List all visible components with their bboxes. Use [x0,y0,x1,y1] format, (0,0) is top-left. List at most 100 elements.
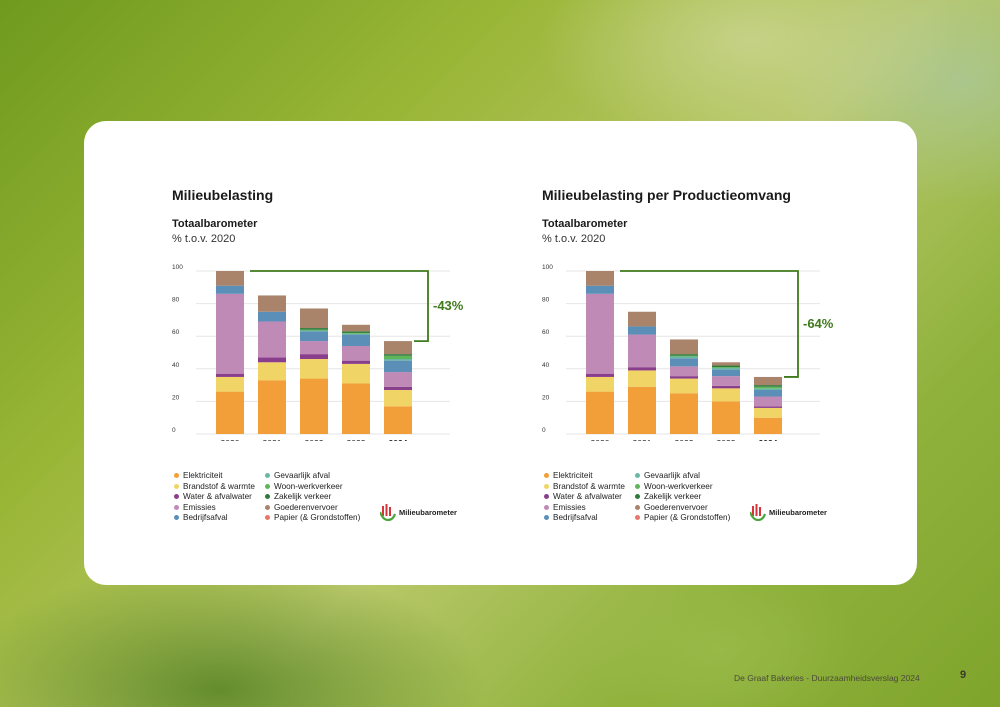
x-tick-label: 2022 [675,438,694,441]
bar-segment [754,388,782,390]
bar-segment [342,331,370,333]
bar-segment [384,360,412,373]
legend-item: Woon-werkverkeer [635,482,713,491]
legend-dot [635,515,640,520]
bar-segment [754,376,782,386]
bar-segment [300,330,328,332]
bar-segment [342,324,370,332]
legend-item: Gevaarlijk afval [635,471,700,480]
bar-segment [712,388,740,402]
bar-segment [670,339,698,355]
bar-segment [300,328,328,330]
legend-item: Bedrijfsafval [174,513,228,522]
x-tick-label: 2020 [591,438,610,441]
legend-dot [174,494,179,499]
legend-item: Water & afvalwater [174,492,252,501]
milieubarometer-logo-icon [380,504,396,521]
legend-item: Elektriciteit [174,471,223,480]
y-tick-label: 60 [172,329,180,336]
chart-subtitle: Totaalbarometer [542,218,628,230]
bar-segment [342,333,370,335]
bar-segment [712,376,740,386]
y-tick-label: 100 [172,264,183,271]
bar-segment [384,386,412,390]
bar-segment [216,373,244,377]
bar-segment [300,308,328,329]
bar-segment [342,332,370,334]
legend-dot [544,473,549,478]
bar-segment [628,326,656,335]
bar-segment [342,360,370,364]
y-tick-label: 0 [172,427,176,434]
bar-segment [628,311,656,327]
legend-item: Emissies [174,503,216,512]
milieubarometer-logo-icon [750,504,766,521]
chart-panel-per-production: Milieubelasting per Productieomvang Tota… [542,121,902,585]
bar-segment [670,354,698,356]
bar-segment [216,271,244,286]
report-card: Milieubelasting Totaalbarometer % t.o.v.… [84,121,917,585]
legend-item: Gevaarlijk afval [265,471,330,480]
legend-dot [265,494,270,499]
chart-title: Milieubelasting [172,187,274,203]
bar-segment [754,396,782,407]
bar-segment [586,293,614,374]
legend-item: Elektriciteit [544,471,593,480]
y-tick-label: 40 [172,362,180,369]
y-tick-label: 20 [172,394,180,401]
chart-panel-total: Milieubelasting Totaalbarometer % t.o.v.… [172,121,532,585]
legend-item: Goederenvervoer [635,503,708,512]
legend-item: Brandstof & warmte [544,482,625,491]
bar-segment [300,341,328,355]
bar-segment [754,389,782,397]
y-tick-label: 60 [542,329,550,336]
bar-segment [216,391,244,434]
y-tick-label: 100 [542,264,553,271]
legend-dot [174,504,179,510]
bar-segment [342,345,370,361]
bar-segment [384,341,412,355]
legend-dot [544,504,549,510]
stacked-bar-chart: 0 20 40 60 80 100 2020 2021 2022 2023 2024 -64% [542,264,834,441]
page-number: 9 [960,669,967,681]
legend-dot [174,483,179,489]
legend-item: Brandstof & warmte [174,482,255,491]
bar-segment [670,378,698,394]
bar-segment [342,363,370,384]
bar-segment [342,334,370,346]
legend-dot [544,494,549,499]
bar-segment [670,376,698,379]
bar-segment [670,393,698,434]
bar-segment [712,367,740,368]
bar-segment [712,367,740,370]
bar-segment [384,355,412,360]
bar-segment [384,354,412,356]
brand-label: Milieubarometer [769,507,827,517]
bar-segment [216,285,244,294]
bar-segment [628,367,656,371]
y-tick-label: 80 [172,297,180,304]
bar-segment [712,385,740,389]
bar-segment [258,321,286,358]
x-tick-label: 2021 [263,438,282,441]
legend-item: Bedrijfsafval [544,513,598,522]
milieubarometer-brand: Milieubarometer [750,503,827,521]
x-tick-label: 2023 [717,438,736,441]
legend-item: Water & afvalwater [544,492,622,501]
reduction-bracket [620,270,799,378]
bar-segment [754,386,782,389]
legend-dot [265,473,270,478]
bar-segment [670,356,698,359]
bar-segment [754,417,782,434]
legend-item: Papier (& Grondstoffen) [265,513,360,522]
bar-segment [586,376,614,392]
chart-title: Milieubelasting per Productieomvang [542,187,791,203]
bar-segment [384,389,412,407]
legend-dot [635,504,640,510]
bar-segment [342,383,370,434]
x-tick-label: 2024 [389,438,408,441]
x-tick-label: 2023 [347,438,366,441]
bar-segment [384,359,412,361]
x-tick-label: 2020 [221,438,240,441]
legend-dot [265,483,270,489]
